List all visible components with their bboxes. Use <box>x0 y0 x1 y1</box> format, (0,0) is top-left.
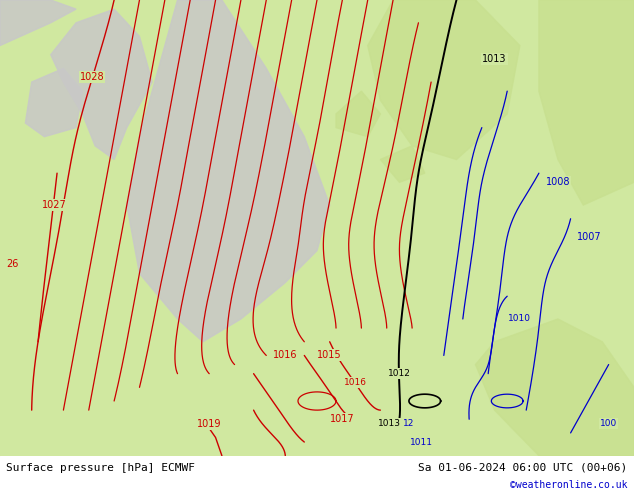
Text: 1013: 1013 <box>482 54 507 64</box>
Polygon shape <box>127 0 330 342</box>
Text: 26: 26 <box>6 259 19 270</box>
Text: 1008: 1008 <box>546 177 570 187</box>
Text: 1016: 1016 <box>273 350 297 361</box>
Text: 1016: 1016 <box>344 378 366 387</box>
Text: 1015: 1015 <box>318 350 342 361</box>
Text: Sa 01-06-2024 06:00 UTC (00+06): Sa 01-06-2024 06:00 UTC (00+06) <box>418 463 628 473</box>
Polygon shape <box>539 0 634 205</box>
Polygon shape <box>25 69 82 137</box>
Text: 1010: 1010 <box>508 315 531 323</box>
Text: ©weatheronline.co.uk: ©weatheronline.co.uk <box>510 480 628 490</box>
Text: 12: 12 <box>403 419 415 428</box>
Text: 1027: 1027 <box>41 200 67 210</box>
Polygon shape <box>380 146 425 182</box>
Polygon shape <box>476 319 634 456</box>
Polygon shape <box>336 91 380 137</box>
Text: 1017: 1017 <box>330 414 354 424</box>
Polygon shape <box>51 9 152 160</box>
Text: 1013: 1013 <box>378 419 401 428</box>
Text: 1012: 1012 <box>388 369 411 378</box>
Text: 1019: 1019 <box>197 419 221 429</box>
Text: 1028: 1028 <box>80 73 104 82</box>
Text: 1011: 1011 <box>410 438 433 446</box>
Text: 100: 100 <box>600 419 618 428</box>
Polygon shape <box>0 0 76 46</box>
Text: 1007: 1007 <box>578 232 602 242</box>
Polygon shape <box>368 0 520 160</box>
Text: Surface pressure [hPa] ECMWF: Surface pressure [hPa] ECMWF <box>6 463 195 473</box>
